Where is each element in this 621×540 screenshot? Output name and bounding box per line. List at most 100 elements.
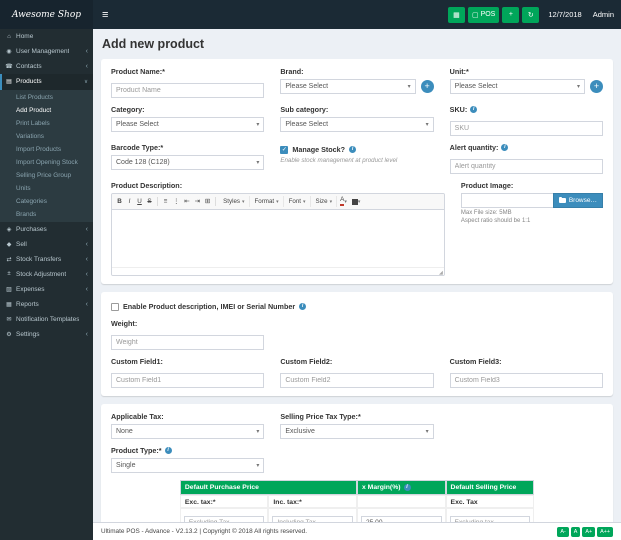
product-type-info-icon[interactable] bbox=[164, 447, 172, 454]
barcode-type-select[interactable]: Code 128 (C128) bbox=[111, 155, 265, 170]
inc-tax-label: Inc. tax:* bbox=[268, 495, 357, 508]
category-select[interactable]: Please Select bbox=[111, 117, 265, 132]
unit-select[interactable]: Please Select bbox=[449, 79, 585, 94]
bold-button[interactable]: B bbox=[117, 198, 122, 205]
sidebar-item-home[interactable]: ⌂ Home bbox=[0, 29, 93, 44]
sidebar-subitem-list-products[interactable]: List Products bbox=[16, 93, 53, 101]
sub-category-select[interactable]: Please Select bbox=[280, 117, 434, 132]
sidebar-subitem-print-labels[interactable]: Print Labels bbox=[16, 119, 50, 127]
sidebar-item-reports[interactable]: ▦ Reports bbox=[0, 297, 93, 312]
format-dropdown[interactable]: Format bbox=[251, 196, 284, 207]
add-brand-button[interactable] bbox=[420, 80, 434, 93]
add-button[interactable]: + bbox=[502, 6, 520, 23]
product-type-select[interactable]: Single bbox=[111, 458, 265, 473]
applicable-tax-select[interactable]: None bbox=[111, 424, 265, 439]
indent-icon[interactable]: ⇥ bbox=[194, 198, 200, 205]
font-dropdown[interactable]: Font bbox=[285, 196, 311, 207]
app-logo[interactable]: Awesome Shop bbox=[0, 0, 93, 29]
sidebar-item-sell[interactable]: ◆ Sell bbox=[0, 237, 93, 252]
sidebar-item-label: Stock Transfers bbox=[16, 255, 62, 263]
custom-field3-input[interactable] bbox=[449, 373, 603, 388]
description-editor-area[interactable] bbox=[112, 210, 444, 267]
chevron-down-icon bbox=[344, 198, 347, 205]
sidebar-item-settings[interactable]: ⚙ Settings bbox=[0, 327, 93, 342]
browse-button-label: Browse… bbox=[568, 197, 597, 204]
sidebar-item-purchases[interactable]: ◈ Purchases bbox=[0, 222, 93, 237]
brand-select[interactable]: Please Select bbox=[280, 79, 416, 94]
manage-stock-checkbox[interactable] bbox=[280, 145, 289, 154]
italic-button[interactable]: I bbox=[128, 198, 131, 205]
sidebar-subitem-brands[interactable]: Brands bbox=[16, 210, 37, 218]
product-image-filename bbox=[460, 193, 553, 208]
font-decrease-button[interactable]: A- bbox=[557, 526, 569, 537]
chevron-down-icon bbox=[84, 78, 88, 86]
adjustment-icon: ± bbox=[7, 271, 11, 277]
manage-stock-info-icon[interactable] bbox=[349, 146, 357, 153]
outdent-icon[interactable]: ⇤ bbox=[184, 198, 190, 205]
size-dropdown[interactable]: Size bbox=[312, 196, 338, 207]
numbered-list-icon[interactable]: ⋮ bbox=[173, 198, 180, 205]
sidebar-subitem-import-products[interactable]: Import Products bbox=[16, 145, 62, 153]
bg-color-button[interactable] bbox=[350, 196, 363, 207]
alert-quantity-input[interactable] bbox=[449, 159, 603, 174]
sell-icon: ◆ bbox=[6, 241, 12, 248]
main-content: Add new product Product Name:* Brand: Pl… bbox=[93, 29, 621, 522]
font-normal-button[interactable]: A bbox=[570, 526, 581, 537]
add-unit-button[interactable] bbox=[589, 80, 603, 93]
chevron-left-icon bbox=[86, 241, 88, 248]
alert-quantity-label: Alert quantity: bbox=[449, 143, 499, 152]
product-type-label: Product Type:* bbox=[111, 446, 162, 455]
bullet-list-icon[interactable]: ≡ bbox=[163, 198, 168, 205]
purchase-inc-tax-input[interactable] bbox=[272, 516, 353, 522]
custom-field2-input[interactable] bbox=[280, 373, 434, 388]
enable-imei-checkbox[interactable] bbox=[111, 302, 119, 311]
hamburger-menu-icon[interactable]: ≡ bbox=[102, 8, 109, 21]
margin-input[interactable] bbox=[360, 516, 442, 522]
topbar-actions: ▦ ▢ POS + ↻ 12/7/2018 Admin bbox=[447, 6, 621, 23]
text-color-button[interactable]: A bbox=[338, 196, 349, 207]
manage-stock-label: Manage Stock? bbox=[292, 145, 346, 154]
product-name-input[interactable] bbox=[111, 83, 265, 98]
sidebar-subitem-import-opening-stock[interactable]: Import Opening Stock bbox=[16, 158, 78, 166]
weight-input[interactable] bbox=[111, 335, 265, 350]
chevron-down-icon bbox=[426, 121, 429, 128]
barcode-type-select-value: Code 128 (C128) bbox=[116, 159, 170, 166]
styles-dropdown[interactable]: Styles bbox=[219, 196, 250, 207]
pos-button[interactable]: ▢ POS bbox=[467, 6, 500, 23]
custom-field1-input[interactable] bbox=[111, 373, 265, 388]
calculator-button[interactable]: ▦ bbox=[447, 6, 465, 23]
sidebar-item-user-management[interactable]: ◉ User Management bbox=[0, 44, 93, 59]
strikethrough-button[interactable]: S bbox=[147, 198, 152, 205]
current-date: 12/7/2018 bbox=[548, 10, 582, 19]
underline-button[interactable]: U bbox=[137, 198, 142, 205]
table-icon[interactable]: ⊞ bbox=[204, 198, 211, 205]
refresh-button[interactable]: ↻ bbox=[522, 6, 540, 23]
sidebar-item-notification-templates[interactable]: ✉ Notification Templates bbox=[0, 312, 93, 327]
sidebar-item-expenses[interactable]: ▨ Expenses bbox=[0, 282, 93, 297]
purchase-exc-tax-input[interactable] bbox=[183, 516, 265, 522]
sidebar-item-stock-transfers[interactable]: ⇄ Stock Transfers bbox=[0, 252, 93, 267]
selling-price-tax-type-select[interactable]: Exclusive bbox=[280, 424, 434, 439]
sidebar-subitem-units[interactable]: Units bbox=[16, 184, 31, 192]
sku-input[interactable] bbox=[449, 121, 603, 136]
enable-imei-info-icon[interactable] bbox=[299, 303, 307, 310]
footer-copyright: Ultimate POS - Advance - V2.13.2 | Copyr… bbox=[101, 528, 307, 535]
category-label: Category: bbox=[111, 105, 145, 114]
sidebar-subitem-add-product[interactable]: Add Product bbox=[16, 106, 52, 114]
browse-button[interactable]: Browse… bbox=[552, 193, 603, 208]
font-increase-button[interactable]: A+ bbox=[582, 526, 596, 537]
chevron-left-icon bbox=[86, 271, 88, 278]
sidebar-subitem-variations[interactable]: Variations bbox=[16, 132, 44, 140]
selling-exc-tax-input[interactable] bbox=[449, 516, 531, 522]
sidebar-subitem-selling-price-group[interactable]: Selling Price Group bbox=[16, 171, 72, 179]
margin-info-icon[interactable] bbox=[403, 484, 411, 491]
user-menu[interactable]: Admin bbox=[592, 10, 614, 19]
sku-info-icon[interactable] bbox=[470, 106, 478, 113]
sidebar-item-label: Purchases bbox=[16, 225, 47, 233]
sidebar-subitem-categories[interactable]: Categories bbox=[16, 197, 47, 205]
alert-quantity-info-icon[interactable] bbox=[501, 144, 509, 151]
sidebar-item-stock-adjustment[interactable]: ± Stock Adjustment bbox=[0, 267, 93, 282]
font-increase-more-button[interactable]: A++ bbox=[597, 526, 613, 537]
sidebar-item-products[interactable]: ▤ Products bbox=[0, 74, 93, 90]
sidebar-item-contacts[interactable]: ☎ Contacts bbox=[0, 59, 93, 74]
